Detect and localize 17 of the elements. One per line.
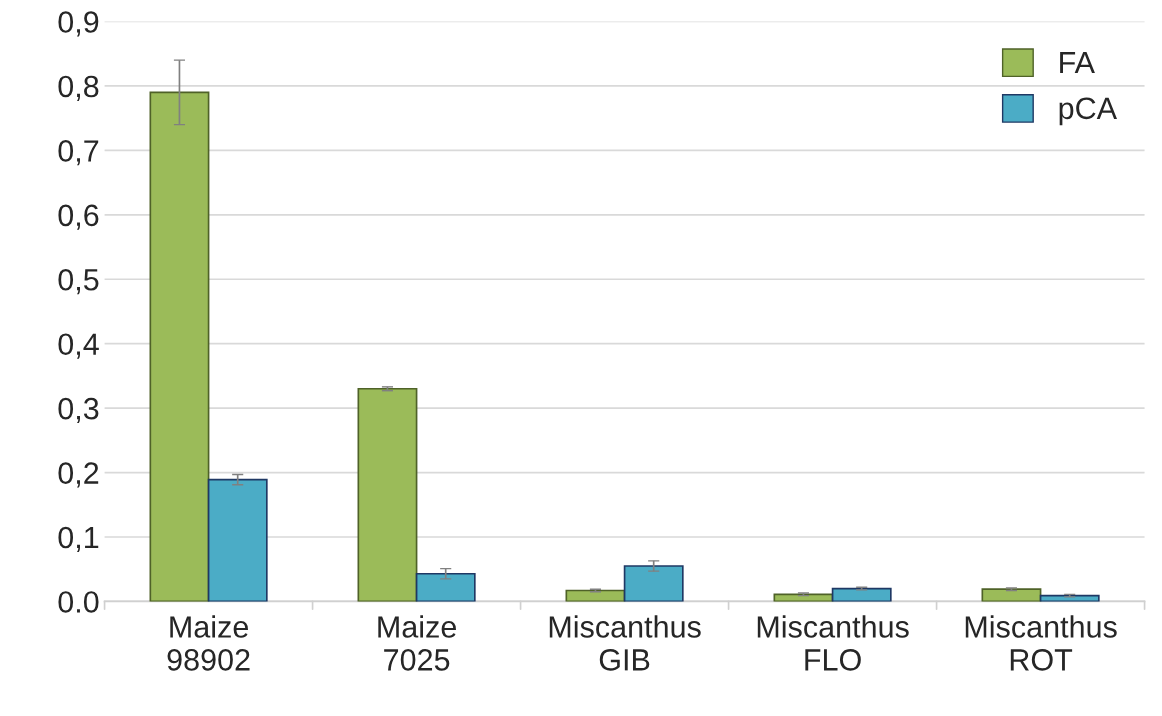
x-tick-label: Miscanthus GIB	[549, 615, 701, 671]
x-tick-label: Miscanthus ROT	[965, 615, 1117, 671]
y-tick-label: 0,7	[58, 140, 99, 166]
y-tick-label: 0,8	[58, 75, 99, 101]
legend-label: pCA	[1059, 97, 1118, 126]
x-tick-label: Maize 98902	[167, 615, 250, 671]
y-tick-label: 0,4	[58, 333, 99, 359]
y-tick-label: 0,5	[58, 268, 99, 295]
y-tick-label: 0,2	[58, 462, 99, 488]
y-tick-label: 0.0	[58, 591, 99, 613]
x-tick-label: Miscanthus FLO	[757, 615, 909, 671]
y-tick-label: 0,3	[58, 397, 99, 424]
x-tick-label: Maize 7025	[378, 615, 456, 671]
legend-label: FA	[1060, 52, 1095, 74]
y-tick-label: 0,9	[58, 11, 99, 37]
y-tick-label: 0,6	[58, 204, 99, 230]
y-tick-label: 0,1	[58, 526, 99, 552]
